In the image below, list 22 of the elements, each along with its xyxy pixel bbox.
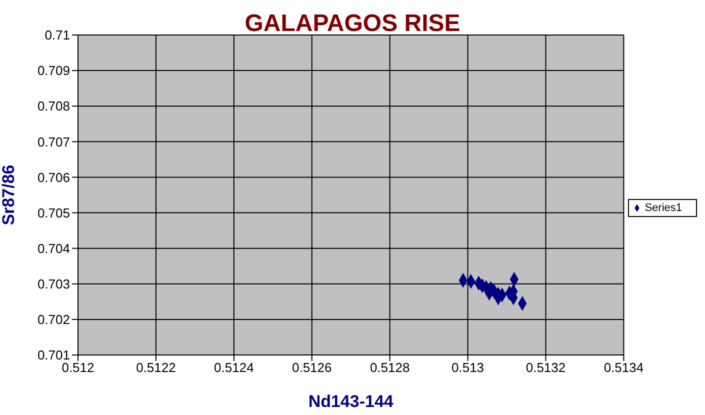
x-tick-label: 0.513 xyxy=(452,360,484,376)
y-tick-label: 0.705 xyxy=(37,205,70,220)
y-tick-label: 0.703 xyxy=(37,276,70,292)
x-tick-label: 0.5124 xyxy=(214,360,254,376)
y-tick-label: 0.709 xyxy=(37,63,70,78)
x-tick-label: 0.5132 xyxy=(526,360,566,376)
y-tick-label: 0.707 xyxy=(37,134,70,150)
x-tick-label: 0.5128 xyxy=(370,360,410,376)
y-axis-title: Sr87/86 xyxy=(0,164,18,226)
x-axis-title: Nd143-144 xyxy=(308,392,394,411)
x-tick-label: 0.5122 xyxy=(136,360,176,376)
y-tick-label: 0.708 xyxy=(37,98,70,114)
y-tick-label: 0.706 xyxy=(37,170,70,185)
x-tick-label: 0.512 xyxy=(62,360,94,376)
chart-title: GALAPAGOS RISE xyxy=(244,10,460,37)
y-tick-label: 0.71 xyxy=(44,28,70,43)
y-tick-label: 0.702 xyxy=(37,312,70,328)
x-tick-label: 0.5126 xyxy=(292,360,332,376)
y-tick-label: 0.701 xyxy=(37,348,70,363)
legend-label: Series1 xyxy=(644,202,682,214)
y-tick-label: 0.704 xyxy=(37,240,70,256)
x-tick-label: 0.5134 xyxy=(604,360,644,376)
